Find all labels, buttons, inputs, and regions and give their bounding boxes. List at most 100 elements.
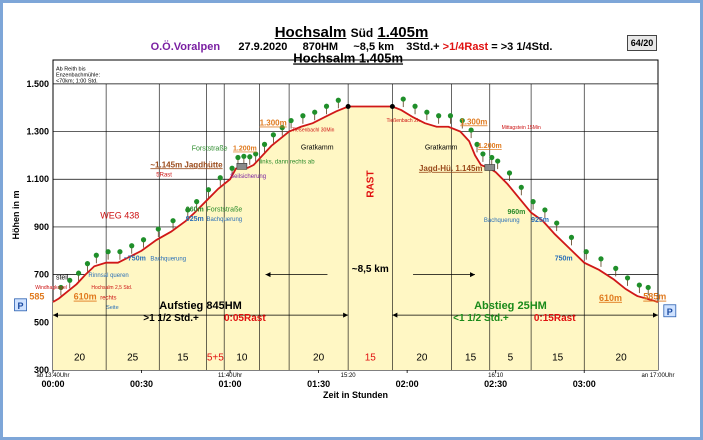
tree-crown — [583, 249, 589, 255]
tour-number-badge: 64/20 — [627, 35, 657, 51]
tree-crown — [645, 284, 651, 291]
clock-label: 15:20 — [341, 373, 357, 379]
profile-annotation: Abstieg 25HM — [474, 300, 547, 312]
profile-annotation: Forststraße — [206, 206, 242, 213]
profile-annotation: Hochsalm 1.405m — [293, 50, 403, 65]
profile-annotation: <70km; 1:00 Std. — [56, 79, 98, 85]
parking-label: P — [18, 301, 24, 311]
tree-crown — [105, 249, 111, 255]
profile-annotation: 1.300m — [460, 117, 487, 126]
segment-time-label: 20 — [616, 352, 628, 363]
tree-crown — [436, 113, 442, 119]
chart-header-title: Hochsalm Süd 1.405m — [0, 24, 703, 41]
tree-crown — [300, 113, 306, 119]
profile-annotation: Aufstieg 845HM — [159, 300, 242, 312]
profile-annotation: Hochsalm 2,5 Std. — [91, 285, 132, 291]
chart-header-subtitle: O.Ö.Voralpen 27.9.2020 870HM ~8,5 km 3St… — [0, 41, 703, 53]
tree-crown — [424, 109, 430, 115]
tree-crown — [117, 249, 123, 255]
segment-time-label: 20 — [313, 352, 325, 363]
profile-annotation: Mittagstein 15Min — [502, 125, 541, 131]
profile-annotation: Rinnsal queren — [88, 273, 128, 279]
header-distance: ~8,5 km — [353, 41, 395, 53]
parking-marker — [663, 304, 677, 318]
profile-annotation: 5Rast — [156, 172, 172, 178]
tree-crown — [323, 103, 330, 109]
tree-crown — [129, 243, 135, 249]
segment-time-label: 15 — [465, 352, 477, 363]
tree-crown — [205, 187, 212, 193]
tree-crown — [288, 117, 294, 124]
profile-area — [53, 106, 658, 370]
segment-time-label: 25 — [127, 352, 139, 363]
profile-annotation: Ab Reith bis — [56, 67, 86, 73]
header-hm: 870HM — [302, 41, 339, 53]
profile-annotation: Seilsicherung — [230, 174, 266, 180]
y-tick-label: 1.100 — [26, 174, 49, 184]
tree-crown — [412, 103, 418, 109]
hut-marker — [484, 164, 496, 171]
header-rest: >1/4Rast — [442, 41, 489, 53]
profile-annotation: 960m — [186, 206, 204, 213]
profile-annotation: 925m — [531, 217, 549, 224]
tree-crown — [67, 277, 73, 283]
tree-crown — [235, 154, 241, 161]
header-time-up: 3Std.+ — [406, 41, 440, 53]
parking-marker — [14, 298, 27, 312]
segment-time-label: 20 — [74, 352, 86, 363]
y-tick-label: 900 — [34, 222, 49, 232]
x-tick-label: 03:00 — [573, 379, 596, 389]
tree-crown — [270, 132, 276, 138]
profile-annotation: ~750m — [124, 255, 146, 262]
tree-crown — [170, 218, 176, 224]
profile-annotation: Seite — [106, 305, 119, 311]
tree-crown — [229, 165, 235, 171]
tree-crown — [185, 207, 191, 213]
tree-crown — [459, 117, 465, 124]
tree-crown — [217, 175, 223, 181]
tree-crown — [335, 97, 341, 103]
profile-annotation: 585 — [29, 292, 44, 302]
x-axis-title: Zeit in Stunden — [323, 390, 388, 400]
y-tick-label: 700 — [34, 270, 49, 280]
y-tick-label: 300 — [34, 365, 49, 375]
segment-time-label: 20 — [416, 352, 428, 363]
x-tick-label: 01:00 — [219, 379, 242, 389]
profile-annotation: links, dann rechts ab — [260, 160, 316, 166]
arrow-head — [265, 272, 271, 278]
clock-label: ab 13:40Uhr — [36, 373, 69, 379]
arrow-head — [470, 272, 476, 278]
profile-annotation: Bachquerung — [150, 256, 186, 262]
hut-marker — [236, 163, 248, 170]
summit-marker — [345, 104, 351, 109]
profile-annotation: Tießenbach 2h — [386, 118, 419, 124]
tree-crown — [554, 220, 560, 226]
profile-annotation: 610m — [599, 293, 622, 303]
profile-annotation: Gratkamm — [301, 144, 334, 151]
tree-crown — [624, 275, 631, 281]
header-title-main: Hochsalm — [274, 24, 347, 41]
clock-label: 11:40Uhr — [218, 373, 242, 379]
profile-annotation: ~1.145m Jagdhütte — [150, 160, 223, 169]
tree-crown — [76, 270, 82, 276]
tree-crown — [400, 96, 406, 102]
tree-crown — [261, 141, 268, 147]
tree-crown — [613, 265, 619, 271]
header-title-dir: Süd — [350, 26, 374, 40]
profile-annotation: Gratkamm — [425, 144, 458, 151]
profile-annotation: Jagd-Hü. 1.145m — [419, 164, 483, 173]
tree-crown — [93, 252, 99, 258]
tree-crown — [253, 151, 259, 157]
tree-crown — [58, 284, 64, 291]
tree-crown — [84, 261, 91, 267]
tree-crown — [247, 154, 253, 160]
tree-crown — [495, 158, 501, 164]
segment-time-label: 15 — [177, 352, 189, 363]
profile-annotation: 0:05Rast — [224, 313, 266, 324]
profile-annotation: 1.200m — [233, 146, 257, 153]
y-tick-label: 500 — [34, 317, 49, 327]
tree-crown — [489, 154, 495, 161]
profile-annotation: Bachquerung — [484, 218, 520, 224]
y-tick-label: 1.500 — [26, 79, 49, 89]
